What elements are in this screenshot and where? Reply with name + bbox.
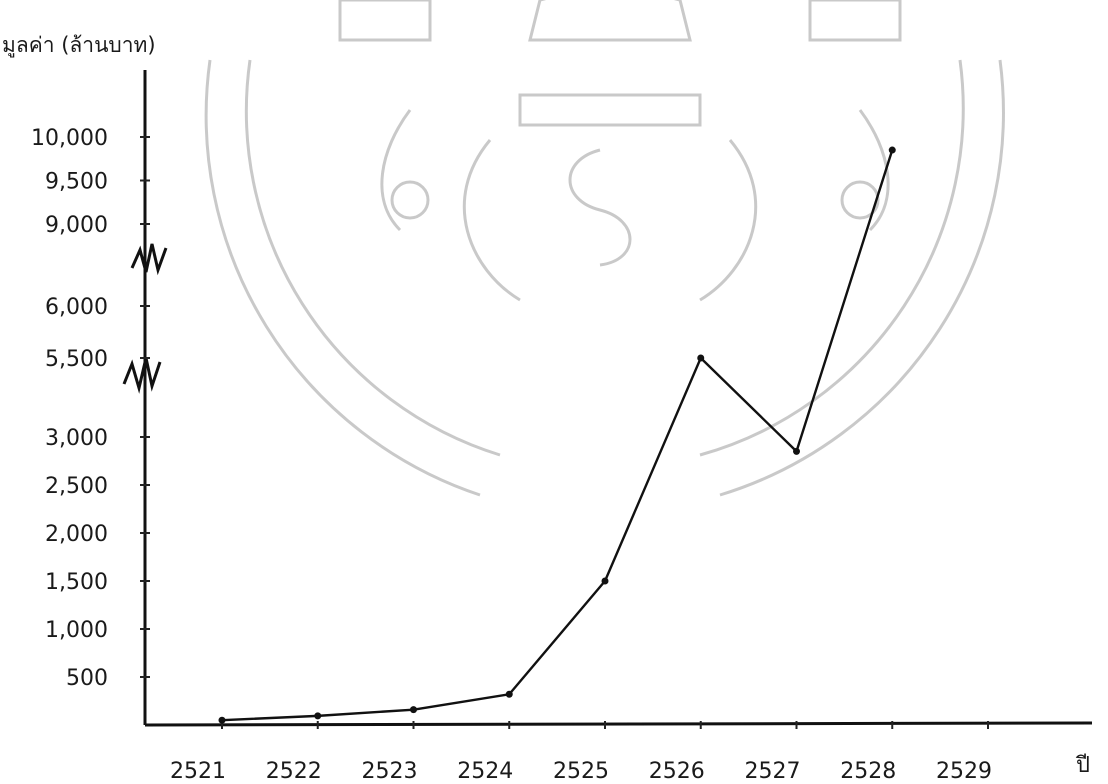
axis-break-lower bbox=[122, 357, 162, 394]
y-axis-title: มูลค่า (ล้านบาท) bbox=[2, 33, 156, 58]
y-tick-label: 10,000 bbox=[31, 126, 108, 151]
watermark-seal bbox=[204, 0, 1005, 497]
data-point bbox=[697, 354, 705, 362]
x-tick-label: 2522 bbox=[266, 759, 322, 784]
data-point bbox=[505, 690, 513, 698]
y-tick-label: 3,000 bbox=[45, 426, 108, 451]
data-point bbox=[410, 706, 417, 714]
y-tick-label: 2,000 bbox=[45, 522, 108, 547]
series-layer bbox=[218, 146, 896, 724]
y-tick-label: 5,500 bbox=[45, 347, 108, 372]
y-tick-label: 9,500 bbox=[45, 170, 108, 195]
y-tick-label: 2,500 bbox=[45, 474, 108, 499]
x-tick-label: 2525 bbox=[553, 759, 609, 784]
y-ticks: 10,000 9,500 9,000 6,000 5,500 3,000 2,500 2,00… bbox=[31, 126, 150, 691]
data-point bbox=[888, 146, 896, 154]
data-point bbox=[218, 716, 226, 724]
y-tick-label: 6,000 bbox=[45, 295, 108, 320]
x-tick-label: 2527 bbox=[745, 759, 801, 784]
data-point bbox=[793, 447, 800, 455]
x-tick-label: 2529 bbox=[936, 759, 992, 784]
x-tick-label: 2521 bbox=[170, 759, 226, 784]
y-tick-label: 500 bbox=[66, 666, 108, 691]
data-point bbox=[314, 712, 322, 720]
x-tick-label: 2526 bbox=[649, 759, 705, 784]
series-line bbox=[221, 149, 894, 722]
x-tick-label: 2524 bbox=[457, 759, 513, 784]
y-tick-label: 1,500 bbox=[45, 570, 108, 595]
data-point bbox=[601, 577, 609, 585]
x-axis-title: ปี bbox=[1075, 753, 1090, 778]
y-tick-label: 9,000 bbox=[45, 213, 108, 238]
x-ticks: 2521 2522 2523 2524 2525 2526 2527 2528 2529 bbox=[170, 721, 992, 784]
y-tick-label: 1,000 bbox=[45, 618, 108, 643]
x-tick-label: 2528 bbox=[840, 759, 896, 784]
x-axis-line bbox=[144, 721, 1093, 727]
x-tick-label: 2523 bbox=[362, 759, 418, 784]
axis-break-upper bbox=[130, 243, 168, 276]
